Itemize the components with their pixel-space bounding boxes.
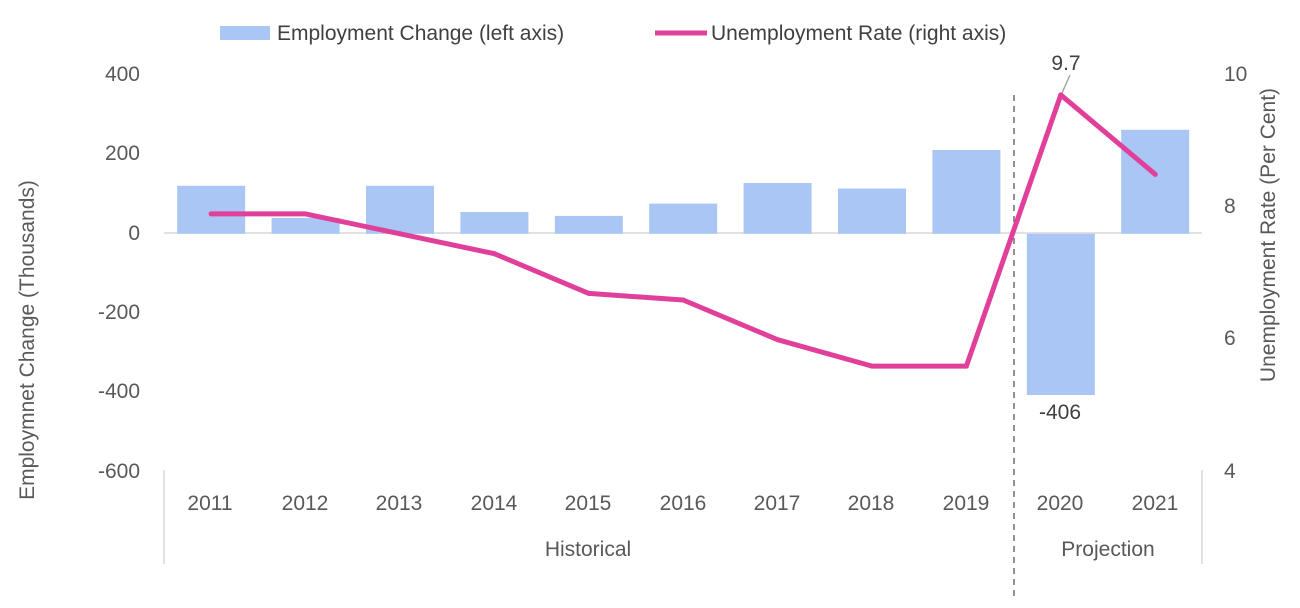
- category-label: 2017: [754, 492, 801, 515]
- category-label: 2012: [282, 492, 329, 515]
- unemployment-rate-point-2018: [869, 363, 875, 369]
- unemployment-rate-point-2015: [586, 290, 592, 296]
- unemployment-rate-point-2012: [303, 211, 309, 217]
- data-label-leader-line: [1061, 74, 1071, 94]
- group-label-historical: Historical: [545, 538, 631, 561]
- right-tick-label: 10: [1224, 63, 1247, 86]
- employment-bar-2018: [838, 188, 906, 234]
- left-tick-label: 400: [105, 63, 140, 86]
- data-label-employment-2020: -406: [1039, 401, 1081, 424]
- legend: Employment Change (left axis) Unemployme…: [220, 22, 1006, 45]
- left-tick-label: -200: [98, 301, 140, 324]
- employment-bar-2021: [1121, 129, 1190, 234]
- right-tick-label: 8: [1224, 195, 1236, 218]
- employment-bar-2017: [743, 183, 812, 234]
- unemployment-rate-point-2021: [1152, 171, 1158, 177]
- category-label: 2020: [1037, 492, 1084, 515]
- category-label: 2015: [565, 492, 612, 515]
- right-tick-label: 4: [1224, 460, 1236, 483]
- right-axis-ticks: 10 8 6 4: [1224, 63, 1247, 483]
- employment-bar-2012: [271, 217, 340, 234]
- category-label: 2016: [660, 492, 707, 515]
- bar-series: [177, 129, 1190, 395]
- employment-bar-2011: [177, 185, 246, 234]
- left-tick-label: 0: [128, 222, 140, 245]
- right-axis-title: Unemployment Rate (Per Cent): [1257, 88, 1280, 382]
- employment-bar-2015: [554, 215, 623, 234]
- left-tick-label: -600: [98, 460, 140, 483]
- category-label: 2014: [471, 492, 518, 515]
- category-label: 2018: [848, 492, 895, 515]
- unemployment-rate-point-2019: [963, 363, 969, 369]
- category-axis-frame: [163, 470, 1203, 564]
- employment-bar-2014: [460, 212, 529, 234]
- category-label: 2021: [1132, 492, 1179, 515]
- right-tick-label: 6: [1224, 327, 1236, 350]
- employment-bar-2020: [1026, 233, 1095, 395]
- left-axis-ticks: 400 200 0 -200 -400 -600: [98, 63, 140, 483]
- legend-label-unemployment-rate: Unemployment Rate (right axis): [711, 22, 1006, 45]
- legend-label-employment-change: Employment Change (left axis): [277, 22, 564, 45]
- employment-bar-2013: [366, 185, 434, 234]
- line-series: [208, 92, 1158, 369]
- category-label: 2011: [187, 492, 232, 515]
- data-label-unemployment-2020: 9.7: [1051, 52, 1080, 75]
- group-label-projection: Projection: [1061, 538, 1154, 561]
- category-labels: 2011 2012 2013 2014 2015 2016 2017 2018 …: [187, 492, 1178, 515]
- legend-swatch-employment-change: [220, 26, 270, 40]
- unemployment-rate-point-2016: [680, 297, 686, 303]
- employment-bar-2019: [932, 150, 1001, 234]
- employment-bar-2016: [649, 203, 718, 234]
- category-label: 2013: [376, 492, 423, 515]
- left-axis-title: Employmnet Change (Thousands): [16, 180, 39, 500]
- left-tick-label: 200: [105, 142, 140, 165]
- unemployment-rate-point-2017: [775, 337, 781, 343]
- left-tick-label: -400: [98, 380, 140, 403]
- unemployment-rate-point-2014: [491, 251, 497, 257]
- unemployment-rate-point-2013: [397, 231, 403, 237]
- unemployment-rate-point-2020: [1058, 92, 1064, 98]
- unemployment-rate-point-2011: [208, 211, 214, 217]
- category-label: 2019: [943, 492, 990, 515]
